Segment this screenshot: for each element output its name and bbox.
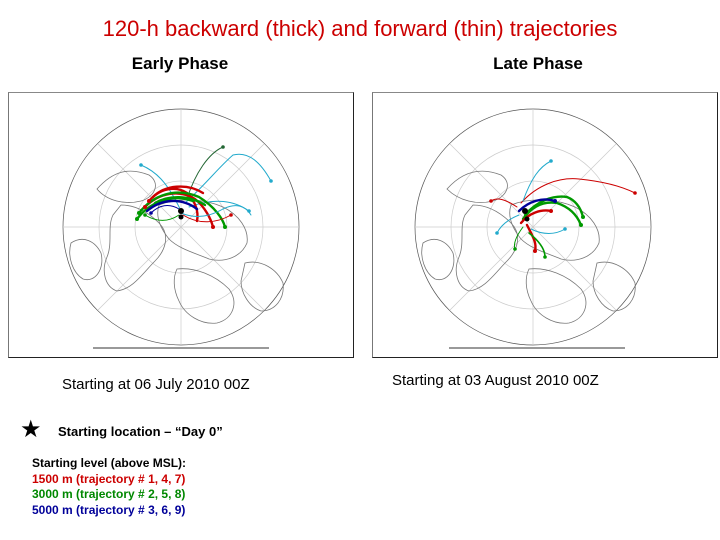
starting-location-marker <box>522 208 530 222</box>
level-1500m: 1500 m (trajectory # 1, 4, 7) <box>32 471 186 486</box>
map-footer-text <box>93 347 269 349</box>
map-footer-text <box>449 347 625 349</box>
globe-outline <box>414 108 652 346</box>
late-phase-map <box>372 92 718 358</box>
starting-location-marker <box>178 208 184 220</box>
legend-levels: Starting level (above MSL): 1500 m (traj… <box>32 456 186 518</box>
level-3000m: 3000 m (trajectory # 2, 5, 8) <box>32 487 186 501</box>
trajectory-markers <box>489 159 637 259</box>
page-title: 120-h backward (thick) and forward (thin… <box>102 16 618 41</box>
globe-outline <box>62 108 300 346</box>
early-phase-map-graphic <box>62 108 300 349</box>
late-phase-caption: Starting at 03 August 2010 00Z <box>392 372 599 389</box>
late-phase-heading: Late Phase <box>493 54 583 73</box>
levels-title: Starting level (above MSL): <box>32 456 187 470</box>
coastlines <box>421 170 636 324</box>
early-phase-heading: Early Phase <box>131 54 229 73</box>
star-icon: ★ <box>20 416 42 443</box>
trajectory-markers <box>135 145 273 229</box>
legend-start-label: Starting location – “Day 0” <box>58 424 223 439</box>
early-phase-map <box>8 92 354 358</box>
level-5000m: 5000 m (trajectory # 3, 6, 9) <box>32 502 186 517</box>
late-phase-map-graphic <box>414 108 652 349</box>
coastlines <box>69 170 284 324</box>
early-phase-caption: Starting at 06 July 2010 00Z <box>62 376 250 393</box>
early-trajectories <box>135 146 272 229</box>
